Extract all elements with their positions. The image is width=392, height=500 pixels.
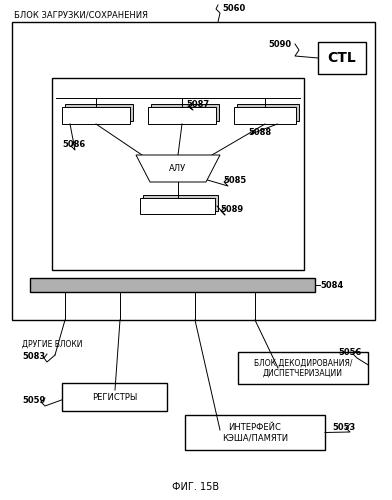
Bar bbox=[62, 383, 167, 411]
Bar bbox=[12, 22, 375, 320]
Text: CTL: CTL bbox=[328, 51, 356, 65]
Text: БЛОК ЗАГРУЗКИ/СОХРАНЕНИЯ: БЛОК ЗАГРУЗКИ/СОХРАНЕНИЯ bbox=[14, 11, 148, 20]
Text: 5086: 5086 bbox=[62, 140, 85, 149]
Bar bbox=[52, 78, 304, 270]
Bar bbox=[143, 195, 218, 211]
Text: 5056: 5056 bbox=[338, 348, 361, 357]
Bar bbox=[148, 107, 216, 124]
Bar bbox=[185, 415, 325, 450]
Bar bbox=[62, 107, 130, 124]
Text: ФИГ. 15В: ФИГ. 15В bbox=[172, 482, 220, 492]
Bar bbox=[30, 278, 315, 292]
Bar bbox=[237, 104, 299, 121]
Text: БЛОК ДЕКОДИРОВАНИЯ/
ДИСПЕТЧЕРИЗАЦИИ: БЛОК ДЕКОДИРОВАНИЯ/ ДИСПЕТЧЕРИЗАЦИИ bbox=[254, 358, 352, 378]
Text: 5089: 5089 bbox=[220, 205, 243, 214]
Text: 5088: 5088 bbox=[248, 128, 271, 137]
Bar bbox=[151, 104, 219, 121]
Text: 5085: 5085 bbox=[223, 176, 246, 185]
Bar bbox=[65, 104, 133, 121]
Text: ДРУГИЕ БЛОКИ: ДРУГИЕ БЛОКИ bbox=[22, 340, 82, 349]
Text: 5053: 5053 bbox=[332, 424, 355, 432]
Text: РЕГИСТРЫ: РЕГИСТРЫ bbox=[92, 392, 137, 402]
Text: 5084: 5084 bbox=[320, 280, 343, 289]
Polygon shape bbox=[136, 155, 220, 182]
Text: 5059: 5059 bbox=[22, 396, 45, 405]
Text: 5090: 5090 bbox=[268, 40, 291, 49]
Bar bbox=[318, 42, 366, 74]
Bar bbox=[238, 352, 368, 384]
Text: 5083: 5083 bbox=[22, 352, 45, 361]
Bar bbox=[234, 107, 296, 124]
Text: 5087: 5087 bbox=[186, 100, 209, 109]
Bar bbox=[140, 198, 215, 214]
Text: 5060: 5060 bbox=[222, 4, 245, 13]
Text: АЛУ: АЛУ bbox=[169, 164, 187, 173]
Text: ИНТЕРФЕЙС
КЭША/ПАМЯТИ: ИНТЕРФЕЙС КЭША/ПАМЯТИ bbox=[222, 423, 288, 442]
